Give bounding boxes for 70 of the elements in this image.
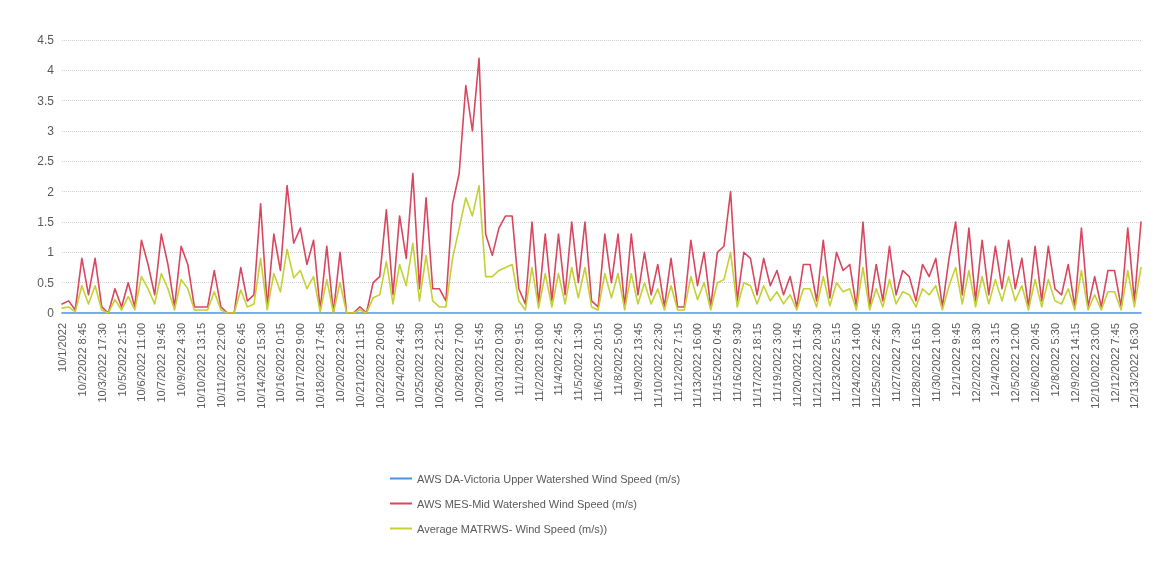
x-tick-label: 10/29/2022 15:45 — [473, 323, 486, 409]
y-tick-label: 0.5 — [37, 275, 55, 290]
x-tick-label: 11/30/2022 1:00 — [929, 323, 942, 402]
x-tick-label: 10/14/2022 15:30 — [254, 323, 267, 409]
y-tick-label: 1 — [47, 245, 55, 260]
y-tick-label: 4.5 — [37, 33, 55, 47]
legend-label: AWS DA-Victoria Upper Watershed Wind Speed (m/s) — [417, 472, 681, 485]
y-tick-label: 3 — [47, 124, 55, 138]
x-tick-label: 10/22/2022 20:00 — [373, 323, 386, 409]
x-tick-label: 10/21/2022 11:15 — [353, 323, 366, 408]
x-tick-label: 12/4/2022 3:15 — [989, 323, 1002, 397]
y-tick-label: 1.5 — [37, 215, 55, 229]
line-series — [61, 184, 1142, 314]
x-tick-label: 11/2/2022 18:00 — [532, 323, 545, 402]
x-tick-label: 10/6/2022 11:00 — [135, 323, 148, 402]
x-tick-label: 10/13/2022 6:45 — [234, 323, 247, 403]
x-tick-label: 12/5/2022 12:00 — [1009, 323, 1022, 403]
x-tick-label: 11/20/2022 11:45 — [790, 323, 803, 408]
x-tick-label: 11/16/2022 9:30 — [731, 323, 744, 402]
y-tick-label: 0 — [47, 306, 55, 320]
x-tick-label: 10/28/2022 7:00 — [453, 323, 466, 403]
x-tick-label: 10/3/2022 17:30 — [95, 323, 108, 403]
x-tick-label: 11/13/2022 16:00 — [691, 323, 704, 408]
x-tick-label: 11/12/2022 7:15 — [671, 323, 684, 402]
legend-label: Average MATRWS- Wind Speed (m/s)) — [417, 522, 608, 535]
x-tick-label: 10/31/2022 0:30 — [492, 323, 505, 403]
y-tick-label: 3.5 — [37, 93, 55, 108]
x-tick-label: 12/9/2022 14:15 — [1068, 323, 1081, 403]
x-tick-label: 11/15/2022 0:45 — [711, 323, 724, 402]
legend-label: AWS MES-Mid Watershed Wind Speed (m/s) — [417, 497, 637, 510]
x-tick-label: 11/8/2022 5:00 — [612, 323, 625, 396]
x-tick-label: 10/24/2022 4:45 — [393, 323, 406, 403]
x-tick-label: 12/2/2022 18:30 — [969, 323, 982, 403]
x-tick-label: 11/9/2022 13:45 — [631, 323, 644, 402]
x-tick-label: 10/17/2022 9:00 — [294, 323, 307, 403]
x-tick-label: 12/10/2022 23:00 — [1088, 323, 1101, 409]
x-tick-label: 12/1/2022 9:45 — [949, 323, 962, 397]
x-tick-label: 12/13/2022 16:30 — [1128, 323, 1141, 409]
x-tick-label: 10/10/2022 13:15 — [195, 323, 208, 409]
x-tick-label: 11/10/2022 22:30 — [651, 323, 664, 408]
x-tick-label: 11/6/2022 20:15 — [592, 323, 605, 402]
x-tick-label: 11/28/2022 16:15 — [909, 323, 922, 408]
x-tick-label: 10/25/2022 13:30 — [413, 323, 426, 409]
y-tick-label: 4 — [47, 63, 55, 78]
x-tick-label: 11/25/2022 22:45 — [870, 323, 883, 408]
x-tick-label: 10/1/2022 — [56, 323, 68, 372]
x-tick-label: 11/17/2022 18:15 — [751, 323, 764, 408]
x-tick-label: 11/23/2022 5:15 — [830, 323, 843, 402]
x-tick-label: 11/27/2022 7:30 — [890, 323, 903, 402]
line-series — [61, 57, 1142, 314]
x-tick-label: 10/11/2022 22:00 — [214, 323, 227, 408]
x-tick-label: 12/6/2022 20:45 — [1029, 323, 1042, 403]
x-tick-label: 11/4/2022 2:45 — [552, 323, 565, 396]
x-tick-label: 11/5/2022 11:30 — [572, 323, 585, 401]
y-tick-label: 2 — [47, 184, 55, 199]
x-tick-label: 10/9/2022 4:30 — [175, 323, 188, 397]
x-tick-label: 10/2/2022 8:45 — [75, 323, 88, 397]
x-tick-label: 10/18/2022 17:45 — [314, 323, 327, 409]
x-tick-label: 10/26/2022 22:15 — [433, 323, 446, 409]
x-tick-label: 11/19/2022 3:00 — [770, 323, 783, 402]
x-tick-label: 10/16/2022 0:15 — [274, 323, 287, 403]
x-tick-label: 12/8/2022 5:30 — [1048, 323, 1061, 397]
x-tick-label: 10/20/2022 2:30 — [334, 323, 347, 403]
x-tick-label: 11/21/2022 20:30 — [810, 323, 823, 408]
x-tick-label: 11/24/2022 14:00 — [850, 323, 863, 408]
x-tick-label: 11/1/2022 9:15 — [512, 323, 525, 396]
x-tick-label: 10/7/2022 19:45 — [155, 323, 168, 403]
y-tick-label: 2.5 — [37, 154, 55, 169]
x-tick-label: 10/5/2022 2:15 — [115, 323, 128, 397]
x-tick-label: 12/12/2022 7:45 — [1108, 323, 1121, 403]
